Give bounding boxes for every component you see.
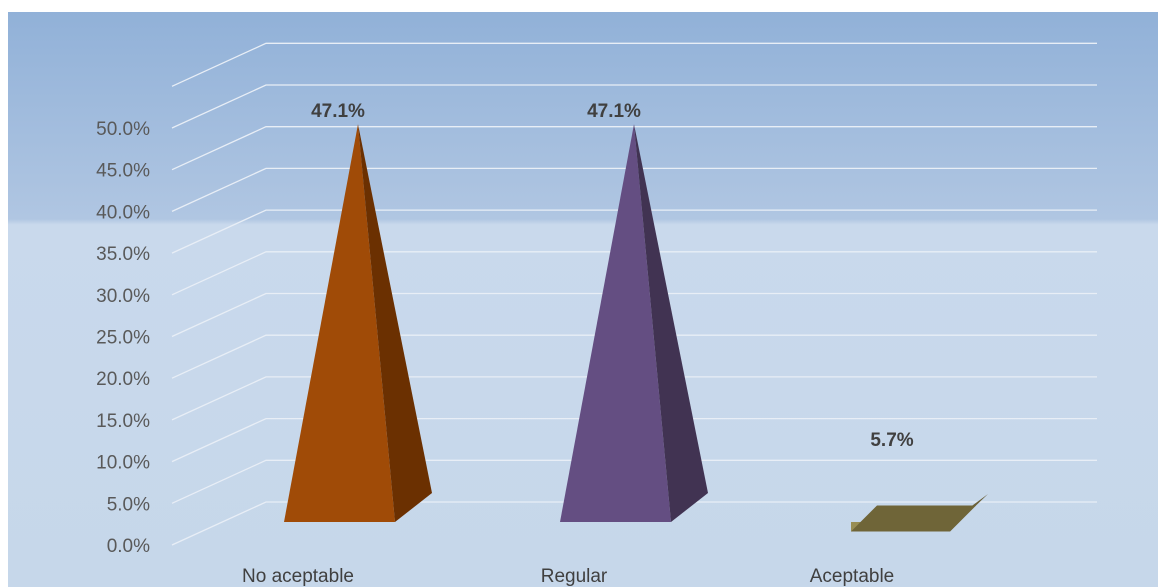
x-axis-category-labels: No aceptable Regular Aceptable	[242, 566, 894, 587]
bar-block-top	[851, 505, 976, 532]
x-category-label: Aceptable	[810, 566, 895, 587]
x-category-label: No aceptable	[242, 566, 354, 587]
gridline	[171, 417, 1097, 463]
gridline	[171, 251, 1097, 296]
bar-pyramid-front	[284, 124, 395, 522]
data-label: 47.1%	[587, 101, 641, 122]
gridlines	[171, 42, 1097, 546]
y-tick-label: 15.0%	[96, 411, 150, 432]
y-axis-tick-labels: 0.0% 5.0% 10.0% 15.0% 20.0% 25.0% 30.0% 35.0% 40…	[96, 119, 150, 557]
data-label: 47.1%	[311, 101, 365, 122]
y-tick-label: 30.0%	[96, 286, 150, 307]
bar-pyramid-side	[358, 124, 432, 522]
y-tick-label: 20.0%	[96, 369, 150, 390]
y-tick-label: 35.0%	[96, 244, 150, 265]
y-tick-label: 0.0%	[107, 536, 150, 557]
y-tick-label: 5.0%	[107, 494, 150, 515]
gridline	[171, 459, 1097, 504]
gridline	[171, 376, 1097, 421]
y-tick-label: 40.0%	[96, 202, 150, 223]
data-label: 5.7%	[870, 430, 913, 451]
y-tick-label: 45.0%	[96, 161, 150, 182]
gridline	[171, 84, 1097, 129]
bar-pyramid-side	[634, 124, 708, 522]
gridline	[171, 126, 1097, 171]
gridline	[171, 292, 1097, 338]
gridline	[171, 334, 1097, 379]
gridline	[171, 501, 1097, 546]
gridline	[171, 209, 1097, 254]
bars	[284, 124, 988, 532]
y-tick-label: 50.0%	[96, 119, 150, 140]
bar-pyramid-front	[560, 124, 671, 522]
data-labels: 47.1% 47.1% 5.7%	[311, 101, 914, 451]
gridline	[171, 42, 1097, 87]
gridline	[171, 167, 1097, 212]
x-category-label: Regular	[541, 566, 608, 587]
y-tick-label: 10.0%	[96, 453, 150, 474]
y-tick-label: 25.0%	[96, 328, 150, 349]
